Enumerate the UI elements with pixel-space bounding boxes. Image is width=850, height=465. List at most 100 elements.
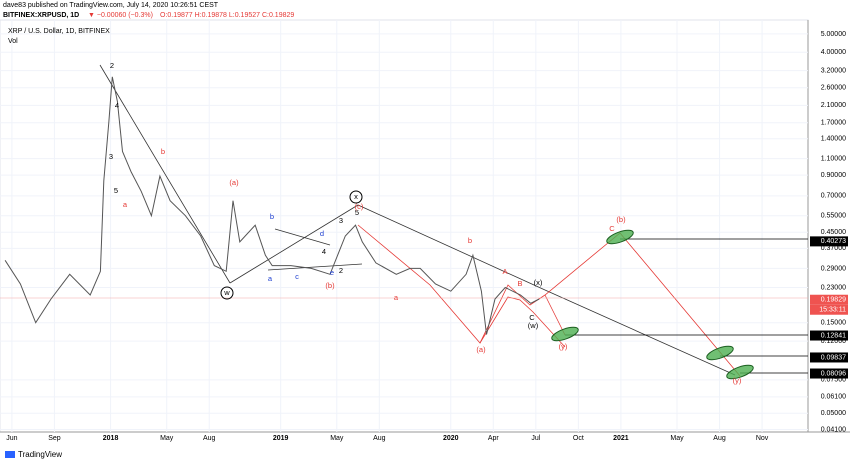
wave-label: e [330, 268, 334, 277]
x-tick-label: Sep [48, 435, 61, 442]
y-tick-label: 0.04100 [821, 426, 846, 433]
x-tick-label: Aug [713, 435, 726, 442]
x-tick-label: Aug [373, 435, 386, 442]
symbol: BITFINEX:XRPUSD, 1D [3, 12, 79, 19]
y-tick-label: 3.20000 [821, 68, 846, 75]
drawing-line [544, 294, 566, 336]
wave-label: 3 [109, 152, 113, 161]
price-tag [810, 236, 848, 247]
chart-subtitle: Vol [8, 38, 18, 45]
x-tick-label: May [160, 435, 174, 442]
y-tick-label: 0.12000 [821, 338, 846, 345]
chart-title: XRP / U.S. Dollar, 1D, BITFINEX [8, 28, 110, 35]
y-tick-label: 1.40000 [821, 136, 846, 143]
y-tick-label: 0.70000 [821, 193, 846, 200]
y-tick-label: 4.00000 [821, 49, 846, 56]
countdown: 15:33:11 [819, 307, 846, 314]
logo-icon [5, 451, 15, 458]
wave-label: w [223, 288, 230, 297]
y-tick-label: 0.37000 [821, 245, 846, 252]
y-tick-label: 0.05000 [821, 410, 846, 417]
x-tick-label: Aug [203, 435, 216, 442]
wave-label: B [517, 279, 522, 288]
wave-label: x [354, 192, 358, 201]
target-zone [706, 345, 734, 361]
y-tick-label: 0.90000 [821, 172, 846, 179]
x-tick-label: May [330, 435, 344, 442]
y-tick-label: 0.06100 [821, 394, 846, 401]
price-tag [810, 368, 848, 379]
wave-label: c [295, 272, 299, 281]
price-tag-label: 0.19829 [821, 297, 846, 304]
y-tick-label: 2.60000 [821, 85, 846, 92]
x-tick-label: 2018 [103, 435, 119, 442]
ohlc: O:0.19877 H:0.19878 L:0.19527 C:0.19829 [160, 12, 294, 19]
drawing-line [274, 228, 331, 246]
wave-label: 5 [114, 186, 118, 195]
price-tag-label: 0.08096 [821, 370, 846, 377]
wave-label: (w) [528, 321, 539, 330]
wave-label: b [161, 147, 165, 156]
drawing-line [99, 64, 231, 284]
wave-label: (b) [325, 281, 335, 290]
wave-label: 2 [110, 61, 114, 70]
brand: TradingView [18, 450, 62, 459]
wave-label: d [320, 229, 324, 238]
wave-circle [220, 286, 234, 300]
price-tag [810, 352, 848, 363]
y-tick-label: 1.70000 [821, 120, 846, 127]
logo [5, 451, 15, 458]
wave-label: A [502, 267, 507, 276]
wave-label: 2 [339, 266, 343, 275]
wave-label: (y) [733, 376, 742, 385]
wave-label: C [529, 313, 535, 322]
y-tick-label: 0.15000 [821, 320, 846, 327]
wave-label: (x) [534, 278, 543, 287]
countdown-tag [810, 304, 848, 315]
wave-circle [349, 190, 363, 204]
wave-label: (b) [616, 215, 626, 224]
x-tick-label: Nov [756, 435, 769, 442]
change: ▼ −0.00060 (−0.3%) [88, 12, 153, 19]
wave-label: b [270, 212, 274, 221]
target-zone [551, 326, 579, 342]
drawing-line [357, 224, 741, 377]
price-tag-label: 0.12841 [821, 332, 846, 339]
y-tick-label: 0.29000 [821, 265, 846, 272]
wave-label: (a) [229, 178, 239, 187]
wave-label: 5 [355, 208, 359, 217]
y-tick-label: 0.55000 [821, 213, 846, 220]
wave-label: a [268, 274, 273, 283]
wave-label: (a) [476, 345, 486, 354]
x-tick-label: Oct [573, 435, 584, 442]
price-tag [810, 330, 848, 341]
wave-label: a [394, 293, 399, 302]
wave-label: b [468, 236, 472, 245]
price-tag-label: 0.09837 [821, 354, 846, 361]
y-tick-label: 0.45000 [821, 229, 846, 236]
drawing-line [229, 204, 736, 376]
y-tick-label: 0.07500 [821, 377, 846, 384]
x-tick-label: 2021 [613, 435, 629, 442]
wave-label: C [609, 224, 615, 233]
x-tick-label: May [670, 435, 684, 442]
x-tick-label: Jun [6, 435, 17, 442]
price-tag [810, 294, 848, 305]
target-zone [606, 229, 634, 245]
wave-label: 3 [339, 216, 343, 225]
y-tick-label: 5.00000 [821, 31, 846, 38]
drawing-line [267, 263, 363, 271]
y-tick-label: 2.10000 [821, 102, 846, 109]
wave-label: (c) [355, 202, 364, 211]
target-zone [726, 364, 754, 380]
wave-label: (y) [559, 342, 568, 351]
x-tick-label: Jul [531, 435, 540, 442]
wave-label: 4 [322, 247, 326, 256]
x-tick-label: 2019 [273, 435, 289, 442]
y-tick-label: 1.10000 [821, 155, 846, 162]
wave-label: a [123, 200, 128, 209]
publisher: dave83 published on TradingView.com, Jul… [3, 2, 219, 9]
drawing-line [479, 296, 566, 348]
price-tag-label: 0.40273 [821, 238, 846, 245]
